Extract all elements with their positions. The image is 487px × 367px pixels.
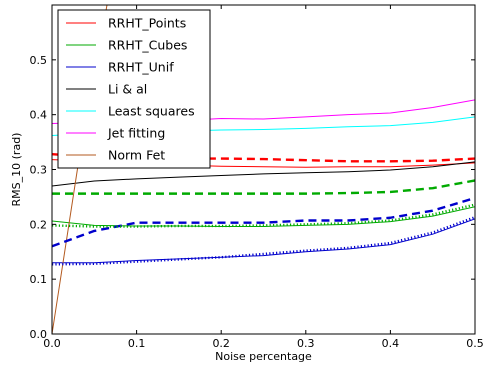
legend-entry: Norm Fet <box>108 148 165 163</box>
legend-entry: Li & al <box>108 82 147 97</box>
legend-entry: RRHT_Unif <box>108 60 174 75</box>
y-tick-label: 0.4 <box>30 109 48 122</box>
series-line-rrht-unif <box>52 218 475 264</box>
y-tick-label: 0.3 <box>30 164 48 177</box>
x-tick-label: 0.5 <box>466 337 484 350</box>
legend-entry: RRHT_Points <box>108 16 186 31</box>
legend-entry: Jet fitting <box>107 126 165 141</box>
x-tick-label: 0.0 <box>43 337 61 350</box>
series-line-dashed-9 <box>52 196 475 248</box>
series-line-li-al <box>52 161 475 187</box>
legend: RRHT_Points RRHT_Cubes RRHT_Unif Li & al Lea… <box>57 9 211 169</box>
y-tick-label: 0.5 <box>30 54 48 67</box>
series-line-dashed-8 <box>52 179 475 195</box>
x-tick-label: 0.4 <box>382 337 400 350</box>
legend-entry: RRHT_Cubes <box>108 38 187 53</box>
series-line-dotted-11 <box>52 216 475 266</box>
x-tick-label: 0.3 <box>297 337 315 350</box>
axis-ticks: 0.0 0.1 0.2 0.3 0.4 0.5 0.0 0.1 0.2 0.3 0.4 0.5 <box>30 5 484 350</box>
x-axis-label: Noise percentage <box>215 350 312 363</box>
series-line-dotted-10 <box>52 203 475 228</box>
y-axis-label: RMS_10 (rad) <box>10 133 23 207</box>
x-tick-label: 0.1 <box>128 337 146 350</box>
y-tick-label: 0.0 <box>30 328 48 341</box>
y-tick-label: 0.2 <box>30 218 48 231</box>
x-tick-label: 0.2 <box>212 337 230 350</box>
y-tick-label: 0.1 <box>30 273 48 286</box>
legend-entry: Least squares <box>108 104 195 119</box>
